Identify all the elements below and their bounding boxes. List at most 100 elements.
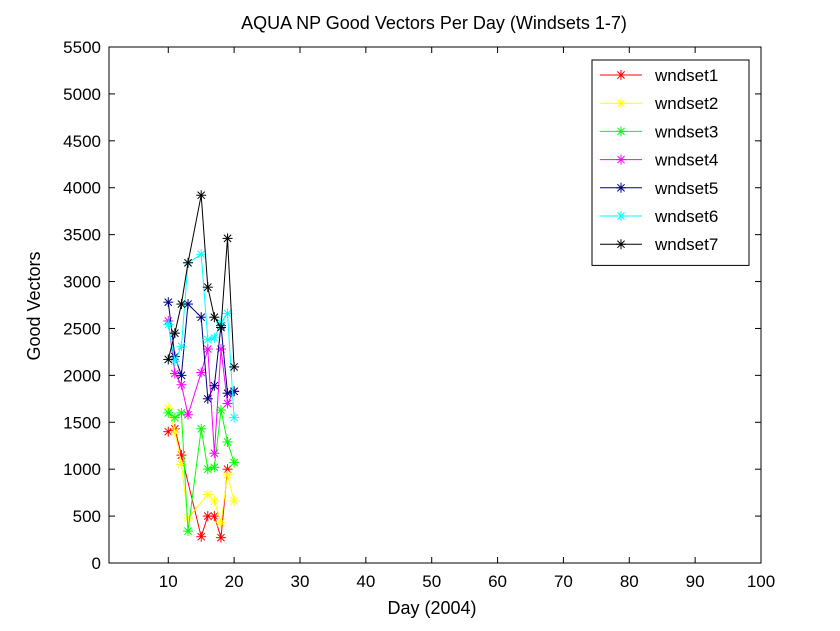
data-point-wndset2	[209, 496, 220, 507]
x-tick-label: 60	[488, 572, 507, 591]
legend-marker-wndset6	[616, 211, 626, 221]
legend-item-wndset1: wndset1	[600, 66, 718, 85]
y-tick-label: 2000	[63, 366, 101, 385]
x-tick-label: 20	[225, 572, 244, 591]
data-point-wndset4	[169, 368, 180, 379]
series-line-wndset5	[167, 302, 235, 401]
data-point-wndset1	[215, 532, 226, 543]
legend-item-wndset2: wndset2	[600, 94, 718, 113]
data-point-wndset5	[176, 370, 187, 381]
series-line-wndset6	[167, 253, 235, 418]
series-wndset3	[163, 405, 240, 537]
data-point-wndset4	[209, 448, 220, 459]
y-axis-label: Good Vectors	[24, 251, 44, 360]
data-point-wndset1	[196, 531, 207, 542]
data-point-wndset6	[202, 334, 213, 345]
series-line-wndset7	[167, 195, 235, 367]
data-point-wndset6	[229, 412, 240, 423]
data-point-wndset7	[202, 282, 213, 293]
y-tick-label: 4000	[63, 179, 101, 198]
y-tick-label: 3500	[63, 226, 101, 245]
data-point-wndset3	[163, 407, 174, 418]
data-point-wndset1	[176, 450, 187, 461]
data-point-wndset7	[229, 361, 240, 372]
series-line-wndset3	[168, 410, 235, 532]
x-tick-label: 40	[356, 572, 375, 591]
legend-marker-wndset1	[616, 70, 626, 80]
y-tick-label: 5500	[63, 38, 101, 57]
data-point-wndset4	[222, 398, 233, 409]
data-point-wndset3	[196, 423, 207, 434]
data-point-wndset5	[229, 386, 240, 397]
data-point-wndset2	[229, 496, 240, 507]
y-tick-label: 1500	[63, 413, 101, 432]
data-point-wndset4	[215, 344, 226, 355]
data-point-wndset7	[222, 233, 233, 244]
data-point-wndset4	[176, 379, 187, 390]
y-tick-label: 2500	[63, 319, 101, 338]
data-series	[163, 190, 240, 543]
data-point-wndset6	[176, 341, 187, 352]
data-point-wndset4	[183, 409, 194, 420]
x-tick-label: 90	[686, 572, 705, 591]
legend-marker-wndset4	[616, 154, 626, 165]
legend-label-wndset1: wndset1	[654, 66, 718, 85]
x-axis-label: Day (2004)	[387, 598, 476, 618]
data-point-wndset1	[209, 511, 220, 522]
y-tick-label: 1000	[63, 460, 101, 479]
series-wndset5	[163, 297, 240, 404]
data-point-wndset4	[202, 344, 213, 355]
legend-item-wndset6: wndset6	[600, 207, 718, 226]
legend-item-wndset3: wndset3	[600, 122, 718, 141]
x-tick-label: 50	[422, 572, 441, 591]
data-point-wndset3	[222, 436, 233, 447]
y-tick-label: 4500	[63, 132, 101, 151]
plot-frame	[108, 46, 762, 564]
data-point-wndset6	[209, 332, 220, 343]
series-wndset1	[163, 423, 233, 543]
data-point-wndset6	[222, 308, 233, 319]
legend-marker-wndset7	[616, 239, 626, 250]
data-point-wndset5	[196, 312, 207, 323]
data-point-wndset7	[163, 354, 174, 365]
x-tick-label: 100	[747, 572, 775, 591]
data-point-wndset7	[209, 312, 220, 323]
data-point-wndset7	[183, 257, 194, 268]
data-point-wndset6	[196, 249, 207, 260]
data-point-wndset2	[183, 512, 194, 523]
data-point-wndset5	[163, 297, 174, 308]
legend-label-wndset7: wndset7	[654, 235, 718, 254]
data-point-wndset7	[215, 322, 226, 333]
data-point-wndset4	[196, 367, 207, 378]
data-point-wndset3	[229, 457, 240, 468]
legend-item-wndset7: wndset7	[600, 235, 718, 254]
legend-label-wndset4: wndset4	[654, 151, 718, 170]
chart-title: AQUA NP Good Vectors Per Day (Windsets 1…	[241, 13, 627, 33]
y-tick-label: 0	[92, 554, 101, 573]
data-point-wndset2	[202, 489, 213, 500]
legend-item-wndset5: wndset5	[600, 179, 718, 198]
x-tick-label: 30	[291, 572, 310, 591]
series-wndset2	[163, 403, 240, 528]
data-point-wndset2	[169, 426, 180, 437]
data-point-wndset6	[169, 356, 180, 367]
x-tick-label: 10	[159, 572, 178, 591]
x-tick-label: 70	[554, 572, 573, 591]
legend-label-wndset2: wndset2	[654, 94, 718, 113]
data-point-wndset7	[169, 328, 180, 339]
data-point-wndset3	[202, 464, 213, 475]
data-point-wndset2	[222, 469, 233, 480]
data-point-wndset5	[209, 380, 220, 391]
legend-label-wndset3: wndset3	[654, 122, 718, 141]
legend-label-wndset6: wndset6	[654, 207, 718, 226]
legend-label-wndset5: wndset5	[654, 179, 718, 198]
series-wndset7	[163, 190, 240, 372]
y-tick-label: 5000	[63, 85, 101, 104]
data-point-wndset2	[215, 517, 226, 528]
legend: wndset1 wndset2 wndset3 wndset4 wndset5 wndse…	[591, 59, 750, 266]
data-point-wndset3	[209, 462, 220, 473]
data-point-wndset5	[202, 393, 213, 404]
data-point-wndset7	[176, 299, 187, 310]
axes: 10 20 30 40 50 60 70 80 90 1000500100015002000250…	[63, 38, 775, 591]
